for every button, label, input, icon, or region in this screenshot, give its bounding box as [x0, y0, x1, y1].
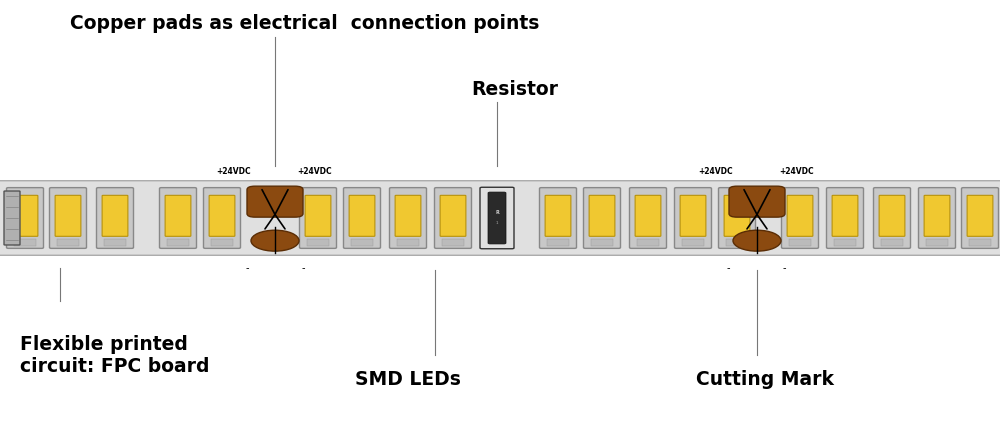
FancyBboxPatch shape	[545, 195, 571, 236]
FancyBboxPatch shape	[962, 187, 998, 249]
Text: +24VDC: +24VDC	[780, 167, 814, 176]
Text: -: -	[726, 263, 730, 273]
FancyBboxPatch shape	[440, 195, 466, 236]
FancyBboxPatch shape	[204, 187, 241, 249]
Text: R: R	[495, 210, 499, 215]
FancyBboxPatch shape	[209, 195, 235, 236]
FancyBboxPatch shape	[718, 187, 756, 249]
FancyBboxPatch shape	[832, 195, 858, 236]
FancyBboxPatch shape	[305, 195, 331, 236]
FancyBboxPatch shape	[680, 195, 706, 236]
FancyBboxPatch shape	[0, 181, 1000, 255]
FancyBboxPatch shape	[247, 186, 303, 217]
Bar	[969, 239, 991, 246]
FancyBboxPatch shape	[967, 195, 993, 236]
Bar	[442, 239, 464, 246]
FancyBboxPatch shape	[589, 195, 615, 236]
FancyBboxPatch shape	[389, 187, 426, 249]
Text: -: -	[245, 263, 249, 273]
FancyBboxPatch shape	[349, 195, 375, 236]
FancyBboxPatch shape	[12, 195, 38, 236]
FancyBboxPatch shape	[395, 195, 421, 236]
Bar	[104, 239, 126, 246]
Text: +24VDC: +24VDC	[298, 167, 332, 176]
FancyBboxPatch shape	[165, 195, 191, 236]
FancyBboxPatch shape	[724, 195, 750, 236]
Bar	[834, 239, 856, 246]
Text: 1: 1	[496, 221, 498, 225]
Bar	[307, 239, 329, 246]
FancyBboxPatch shape	[488, 192, 506, 244]
FancyBboxPatch shape	[300, 187, 336, 249]
Text: -: -	[301, 263, 305, 273]
Bar	[167, 239, 189, 246]
Text: SMD LEDs: SMD LEDs	[355, 370, 461, 389]
FancyBboxPatch shape	[787, 195, 813, 236]
Text: Flexible printed
circuit: FPC board: Flexible printed circuit: FPC board	[20, 335, 210, 376]
Bar	[926, 239, 948, 246]
Bar	[682, 239, 704, 246]
Bar	[397, 239, 419, 246]
Text: +24VDC: +24VDC	[217, 167, 251, 176]
Text: -: -	[782, 263, 786, 273]
FancyBboxPatch shape	[96, 187, 134, 249]
FancyBboxPatch shape	[55, 195, 81, 236]
Ellipse shape	[733, 230, 781, 251]
FancyBboxPatch shape	[635, 195, 661, 236]
Ellipse shape	[251, 230, 299, 251]
Bar	[726, 239, 748, 246]
Bar	[547, 239, 569, 246]
FancyBboxPatch shape	[924, 195, 950, 236]
Text: +24VDC: +24VDC	[699, 167, 733, 176]
FancyBboxPatch shape	[826, 187, 864, 249]
FancyBboxPatch shape	[674, 187, 712, 249]
Bar	[211, 239, 233, 246]
FancyBboxPatch shape	[874, 187, 911, 249]
FancyBboxPatch shape	[344, 187, 380, 249]
Bar	[591, 239, 613, 246]
Bar	[789, 239, 811, 246]
FancyBboxPatch shape	[584, 187, 620, 249]
FancyBboxPatch shape	[782, 187, 819, 249]
Bar	[351, 239, 373, 246]
Bar	[14, 239, 36, 246]
FancyBboxPatch shape	[50, 187, 87, 249]
FancyBboxPatch shape	[630, 187, 667, 249]
Text: Resistor: Resistor	[472, 80, 558, 99]
Bar	[57, 239, 79, 246]
Text: Cutting Mark: Cutting Mark	[696, 370, 834, 389]
Text: Copper pads as electrical  connection points: Copper pads as electrical connection poi…	[70, 14, 540, 34]
FancyBboxPatch shape	[919, 187, 956, 249]
Bar	[637, 239, 659, 246]
FancyBboxPatch shape	[540, 187, 577, 249]
FancyBboxPatch shape	[7, 187, 44, 249]
FancyBboxPatch shape	[159, 187, 196, 249]
FancyBboxPatch shape	[879, 195, 905, 236]
FancyBboxPatch shape	[4, 191, 20, 245]
Bar	[881, 239, 903, 246]
FancyBboxPatch shape	[729, 186, 785, 217]
FancyBboxPatch shape	[434, 187, 472, 249]
FancyBboxPatch shape	[102, 195, 128, 236]
